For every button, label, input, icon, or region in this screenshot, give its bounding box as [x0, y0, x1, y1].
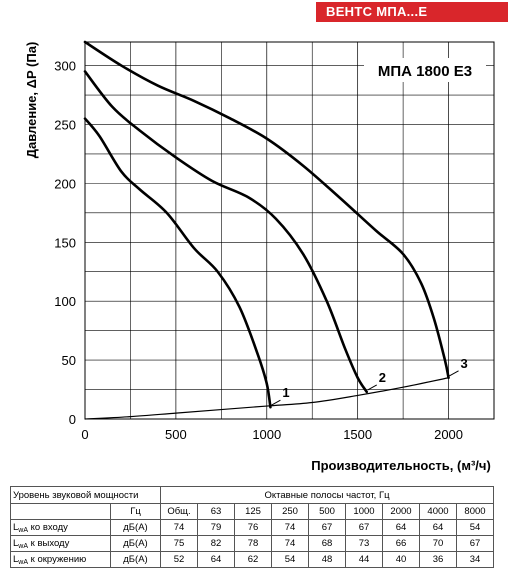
- band-header: 8000: [456, 503, 494, 520]
- band-header: 4000: [419, 503, 457, 520]
- y-tick-label: 100: [54, 294, 76, 309]
- hz-label: Гц: [110, 503, 161, 520]
- fan-curve-1: [83, 117, 272, 409]
- table-cell: 74: [271, 519, 309, 536]
- table-cell: 68: [308, 535, 346, 552]
- curve-leader-3: [449, 370, 459, 377]
- table-cell: 36: [419, 551, 457, 568]
- row-unit: дБ(А): [110, 551, 161, 568]
- chart-curves: 1 2 3: [83, 40, 468, 420]
- table-cell: 78: [234, 535, 272, 552]
- row-label: LwA ко входу: [10, 519, 111, 536]
- pressure-flow-chart: 0 500 1000 1500 2000 0 50 100 150 200 250 300 1 2 3 М…: [24, 40, 495, 473]
- x-tick-label: 1500: [343, 427, 372, 442]
- y-axis-label: Давление, ΔP (Па): [24, 42, 39, 159]
- table-cell: 34: [456, 551, 494, 568]
- bands-title: Октавные полосы частот, Гц: [160, 486, 494, 504]
- x-tick-label: 500: [165, 427, 187, 442]
- y-tick-label: 50: [62, 353, 76, 368]
- y-tick-label: 250: [54, 117, 76, 132]
- table-cell: 73: [345, 535, 383, 552]
- empty-cell: [10, 503, 111, 520]
- band-header: 2000: [382, 503, 420, 520]
- table-cell: 52: [160, 551, 198, 568]
- table-cell: 67: [308, 519, 346, 536]
- curve-leader-2: [367, 384, 377, 391]
- table-cell: 54: [271, 551, 309, 568]
- chart-axes: [84, 41, 495, 420]
- table-cell: 79: [197, 519, 235, 536]
- band-header-row: Гц Общ. 63 125 250 500 1000 2000 4000 8000: [10, 503, 494, 520]
- x-tick-label: 0: [81, 427, 88, 442]
- x-tick-label: 1000: [252, 427, 281, 442]
- row-unit: дБ(А): [110, 535, 161, 552]
- table-cell: 44: [345, 551, 383, 568]
- row-unit: дБ(А): [110, 519, 161, 536]
- table-cell: 54: [456, 519, 494, 536]
- table-cell: 64: [382, 519, 420, 536]
- table-cell: 66: [382, 535, 420, 552]
- chart-ticks: 0 500 1000 1500 2000 0 50 100 150 200 250 300: [54, 59, 463, 442]
- table-cell: 76: [234, 519, 272, 536]
- row-label: LwA к выходу: [10, 535, 111, 552]
- x-tick-label: 2000: [434, 427, 463, 442]
- y-tick-label: 150: [54, 235, 76, 250]
- table-cell: 40: [382, 551, 420, 568]
- system-curve: [84, 377, 450, 420]
- table-cell: 74: [160, 519, 198, 536]
- band-header: 125: [234, 503, 272, 520]
- curve-label-2: 2: [379, 370, 386, 385]
- table-row: LwA ко входу дБ(А) 74 79 76 74 67 67 64 64 54: [10, 519, 494, 536]
- curve-label-3: 3: [461, 356, 468, 371]
- chart-grid: [85, 42, 495, 419]
- table-row: LwA к окружению дБ(А) 52 64 62 54 48 44 40 36 34: [10, 551, 494, 568]
- chart-title: МПА 1800 Е3: [378, 63, 472, 80]
- table-cell: 82: [197, 535, 235, 552]
- curve-label-1: 1: [282, 385, 289, 400]
- plot-frame: [84, 41, 495, 420]
- y-tick-label: 300: [54, 59, 76, 74]
- curve-leader-1: [271, 399, 281, 406]
- table-cell: 70: [419, 535, 457, 552]
- band-header: Общ.: [160, 503, 198, 520]
- fan-curve-2: [83, 70, 369, 394]
- band-header: 63: [197, 503, 235, 520]
- table-cell: 62: [234, 551, 272, 568]
- table-cell: 64: [197, 551, 235, 568]
- chart-title-box: [364, 58, 486, 82]
- sound-header-label: Уровень звуковой мощности: [10, 486, 161, 504]
- table-cell: 64: [419, 519, 457, 536]
- x-axis-label: Производительность, (м³/ч): [311, 458, 491, 473]
- table-cell: 74: [271, 535, 309, 552]
- table-row: LwA к выходу дБ(А) 75 82 78 74 68 73 66 70 67: [10, 535, 494, 552]
- y-tick-label: 0: [69, 412, 76, 427]
- band-header: 250: [271, 503, 309, 520]
- table-cell: 67: [345, 519, 383, 536]
- brand-banner: ВЕНТС МПА...Е: [316, 2, 508, 22]
- fan-curve-3: [83, 40, 450, 380]
- band-header: 1000: [345, 503, 383, 520]
- table-cell: 67: [456, 535, 494, 552]
- table-cell: 75: [160, 535, 198, 552]
- table-cell: 48: [308, 551, 346, 568]
- sound-power-table: Уровень звуковой мощности Октавные полос…: [10, 486, 494, 568]
- row-label: LwA к окружению: [10, 551, 111, 568]
- y-tick-label: 200: [54, 176, 76, 191]
- band-header: 500: [308, 503, 346, 520]
